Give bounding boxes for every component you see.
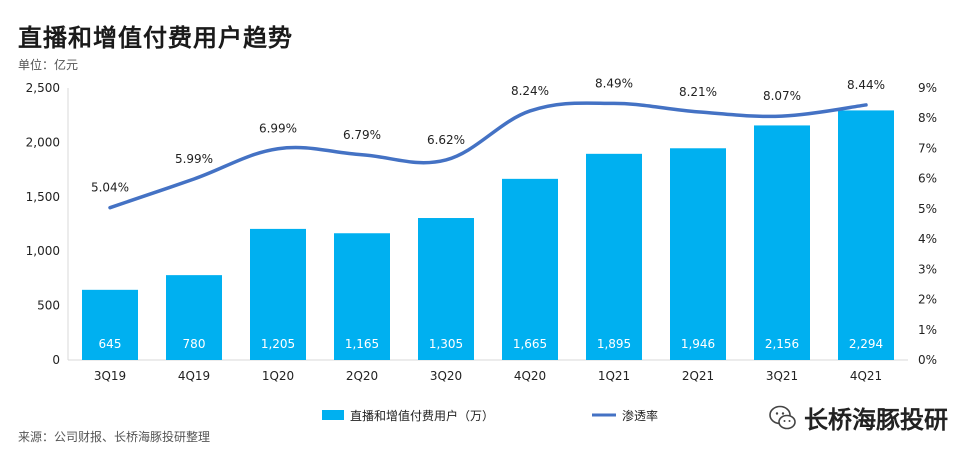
x-axis-tick: 4Q21 bbox=[850, 369, 882, 383]
x-axis-tick: 4Q20 bbox=[514, 369, 546, 383]
line-value-label: 8.49% bbox=[595, 76, 633, 90]
line-value-label: 6.79% bbox=[343, 128, 381, 142]
line-value-label: 8.44% bbox=[847, 78, 885, 92]
line-value-label: 8.24% bbox=[511, 84, 549, 98]
line-value-label: 5.99% bbox=[175, 152, 213, 166]
right-axis-tick: 4% bbox=[918, 232, 937, 246]
bar-2Q20 bbox=[334, 233, 390, 360]
right-axis-tick: 6% bbox=[918, 172, 937, 186]
bar-3Q19 bbox=[82, 289, 138, 360]
line-value-label: 8.21% bbox=[679, 85, 717, 99]
bar-4Q21 bbox=[838, 110, 894, 360]
left-axis-tick: 1,000 bbox=[26, 244, 60, 258]
right-axis-tick: 3% bbox=[918, 262, 937, 276]
bar-value-label: 1,305 bbox=[429, 337, 463, 351]
left-axis-tick: 0 bbox=[52, 353, 60, 367]
bar-4Q19 bbox=[166, 275, 222, 360]
legend-bar-label: 直播和增值付费用户（万） bbox=[350, 408, 494, 423]
bar-value-label: 2,294 bbox=[849, 337, 883, 351]
x-axis-tick: 2Q21 bbox=[682, 369, 714, 383]
bar-value-label: 2,156 bbox=[765, 337, 799, 351]
chart-title: 直播和增值付费用户趋势 bbox=[18, 24, 293, 52]
x-axis-tick: 3Q20 bbox=[430, 369, 462, 383]
right-axis-tick: 5% bbox=[918, 202, 937, 216]
bar-value-label: 1,205 bbox=[261, 337, 295, 351]
line-value-label: 5.04% bbox=[91, 181, 129, 195]
x-axis-tick: 3Q19 bbox=[94, 369, 126, 383]
right-axis-tick: 8% bbox=[918, 111, 937, 125]
line-value-label: 6.62% bbox=[427, 133, 465, 147]
penetration-rate-line bbox=[108, 101, 868, 210]
legend-line-label: 渗透率 bbox=[622, 408, 658, 423]
bar-value-label: 1,165 bbox=[345, 337, 379, 351]
right-axis-tick: 2% bbox=[918, 293, 937, 307]
x-axis-tick: 1Q20 bbox=[262, 369, 294, 383]
bar-value-label: 1,946 bbox=[681, 337, 715, 351]
bar-value-label: 1,895 bbox=[597, 337, 631, 351]
source-note: 来源：公司财报、长桥海豚投研整理 bbox=[18, 430, 211, 444]
bar-value-label: 1,665 bbox=[513, 337, 547, 351]
brand-wechat-icon bbox=[769, 405, 796, 429]
x-axis-tick: 1Q21 bbox=[598, 369, 630, 383]
x-axis-tick: 4Q19 bbox=[178, 369, 210, 383]
left-axis-tick: 2,000 bbox=[26, 135, 60, 149]
line-value-label: 8.07% bbox=[763, 89, 801, 103]
legend-bar-swatch bbox=[322, 410, 344, 420]
unit-label: 单位：亿元 bbox=[18, 58, 79, 72]
right-axis-tick: 0% bbox=[918, 353, 937, 367]
bar-value-label: 780 bbox=[183, 337, 206, 351]
left-axis-tick: 500 bbox=[37, 299, 60, 313]
left-axis-tick: 1,500 bbox=[26, 190, 60, 204]
bar-1Q21 bbox=[586, 153, 642, 360]
bar-value-label: 645 bbox=[99, 337, 122, 351]
brand-logo: 长桥海豚投研 bbox=[768, 400, 948, 435]
right-axis-tick: 1% bbox=[918, 323, 937, 337]
bar-2Q21 bbox=[670, 148, 726, 360]
brand-name: 长桥海豚投研 bbox=[804, 406, 948, 434]
x-axis-tick: 2Q20 bbox=[346, 369, 378, 383]
line-value-label: 6.99% bbox=[259, 122, 297, 136]
bar-3Q21 bbox=[754, 125, 810, 360]
bar-3Q20 bbox=[418, 218, 474, 360]
bar-1Q20 bbox=[250, 228, 306, 360]
bar-4Q20 bbox=[502, 178, 558, 360]
x-axis-tick: 3Q21 bbox=[766, 369, 798, 383]
right-axis-tick: 9% bbox=[918, 81, 937, 95]
left-axis-tick: 2,500 bbox=[26, 81, 60, 95]
right-axis-tick: 7% bbox=[918, 141, 937, 155]
